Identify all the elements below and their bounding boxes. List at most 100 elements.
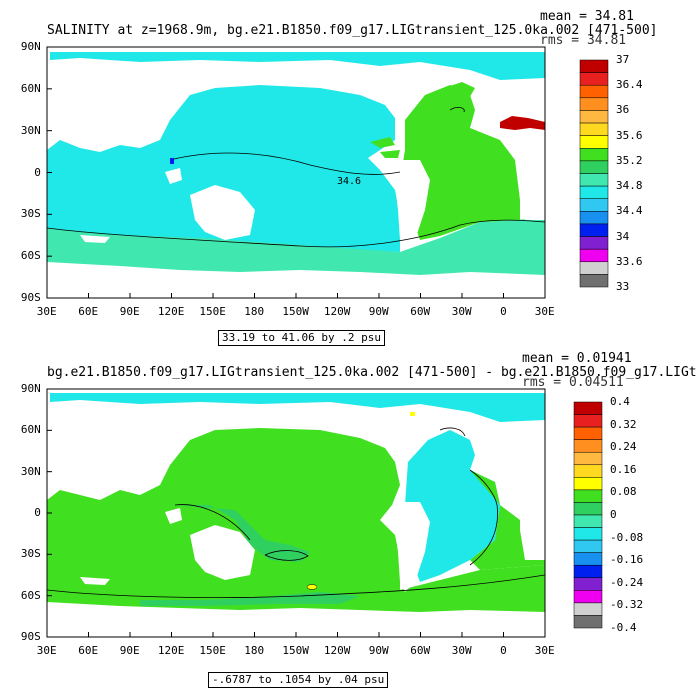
colorbar-swatch [579,198,609,212]
colorbar-swatch [579,211,609,225]
colorbar-label: -0.24 [610,575,644,589]
colorbar-swatch [573,514,603,528]
panel1-range-box: 33.19 to 41.06 by .2 psu [218,330,385,346]
colorbar-swatch [573,477,603,491]
colorbar-swatch [573,489,603,503]
panel2-land-south-america [395,502,430,592]
colorbar-swatch [579,122,609,136]
lon-label: 120E [157,305,185,318]
lon-label: 180 [244,644,265,657]
panel1-contour-label: 34.6 [337,176,361,187]
lat-label: 90N [20,382,41,395]
panel1-mediterranean [500,116,545,130]
lat-label: 60N [20,81,41,95]
panel1-colorbar [579,59,609,288]
colorbar-swatch [579,160,609,174]
panel2-title: bg.e21.B1850.f09_g17.LIGtransient_125.0k… [47,366,697,379]
lon-label: 150E [199,305,226,318]
colorbar-swatch [573,502,603,516]
lon-label: 120W [323,305,351,318]
lon-label: 60E [78,305,99,318]
colorbar-swatch [579,84,609,99]
panel1-southern-ocean [47,218,545,275]
lat-label: 30S [20,547,41,561]
colorbar-swatch [573,426,603,440]
colorbar-label: 35.2 [616,153,643,167]
lon-label: 90W [368,305,389,318]
colorbar-label: -0.4 [610,621,637,634]
colorbar-swatch [579,173,609,187]
lon-label: 60W [410,305,431,318]
panel2-arctic-ocean [50,393,545,422]
lon-label: 60E [78,644,99,657]
lat-label: 90N [20,40,41,53]
panel2-map [47,389,545,637]
colorbar-swatch [573,615,603,629]
colorbar-swatch [573,539,603,553]
panel1-rms: rms = 34.81 [540,33,627,48]
lon-label: 0 [500,644,507,657]
colorbar-label: -0.32 [610,598,644,612]
colorbar-swatch [579,135,609,149]
colorbar-swatch [579,274,609,288]
colorbar-label: 0.08 [610,485,637,499]
colorbar-label: 0.16 [610,462,637,476]
colorbar-swatch [579,223,609,237]
lon-label: 30W [451,305,472,318]
panel1-land-africa [520,150,545,220]
lat-label: 30N [20,464,41,478]
colorbar-swatch [579,97,609,111]
colorbar-label: 33 [616,280,630,293]
panel1-land-antarctica [47,275,545,298]
lat-label: 60S [20,249,41,263]
panel1-mean: mean = 34.81 [540,9,634,24]
panel2-atlantic [404,430,500,582]
colorbar-label: 33.6 [616,254,643,268]
colorbar-label: 35.6 [616,128,643,142]
lat-label: 90S [20,291,41,304]
colorbar-swatch [579,72,609,86]
panel1-map [47,47,545,298]
lon-label: 30W [451,644,472,657]
panel2-land-africa [520,492,545,560]
colorbar-swatch [573,602,603,616]
lon-label: 30E [36,644,57,657]
panel2-colorbar [573,401,603,629]
colorbar-swatch [579,59,609,73]
lat-label: 30S [20,207,41,221]
colorbar-swatch [573,577,603,591]
colorbar-label: -0.16 [610,553,644,567]
colorbar-swatch [579,148,609,162]
lon-label: 30E [36,305,57,318]
lon-label: 150W [282,305,309,318]
lat-label: 60N [20,423,41,437]
lat-label: 60S [20,588,41,602]
lon-label: 150W [282,644,309,657]
lon-label: 150E [199,644,226,657]
colorbar-swatch [573,552,603,566]
colorbar-swatch [573,564,603,579]
colorbar-label: 36.4 [616,78,643,92]
colorbar-swatch [579,185,609,199]
axis-ticks [46,46,546,638]
panel2-contour-line [47,574,545,598]
panel2-pacific-indian [47,428,400,590]
lon-label: 90E [119,305,140,318]
lon-label: 90W [368,644,389,657]
lon-label: 30E [534,644,555,657]
colorbar-swatch [579,261,609,275]
lon-label: 120E [157,644,185,657]
colorbar-swatch [573,464,603,478]
colorbar-label: 0.32 [610,417,637,431]
panel2-land-australia [190,525,255,580]
lat-label: 0 [34,165,41,179]
panel2-land-antarctica [47,612,545,637]
lon-label: 60W [410,644,431,657]
lon-label: 180 [244,305,265,318]
colorbar-label: 37 [616,53,630,66]
colorbar-swatch [573,401,603,415]
lon-label: 30E [534,305,555,318]
lat-label: 30N [20,123,41,137]
lat-label: 0 [34,506,41,519]
